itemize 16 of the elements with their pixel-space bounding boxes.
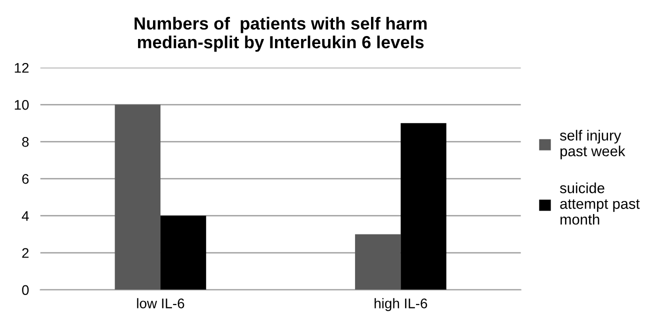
bar	[355, 234, 401, 290]
y-tick-label: 10	[14, 100, 29, 110]
x-tick-label: high IL-6	[374, 298, 428, 312]
bar	[400, 123, 446, 290]
bar	[114, 104, 160, 290]
legend-label: suicide attempt past month	[560, 182, 640, 225]
y-tick-label: 12	[14, 62, 29, 73]
y-tick-label: 8	[22, 137, 29, 147]
y-tick-label: 0	[22, 285, 29, 295]
y-tick-label: 4	[22, 211, 29, 221]
bar	[160, 216, 206, 290]
chart-title: Numbers of patients with self harm median-split by Interleukin 6 levels	[134, 16, 427, 52]
y-tick-label: 2	[22, 248, 29, 258]
y-tick-label: 6	[22, 174, 29, 184]
legend-label: self injury past week	[560, 130, 626, 160]
x-tick-label: low IL-6	[137, 298, 184, 308]
